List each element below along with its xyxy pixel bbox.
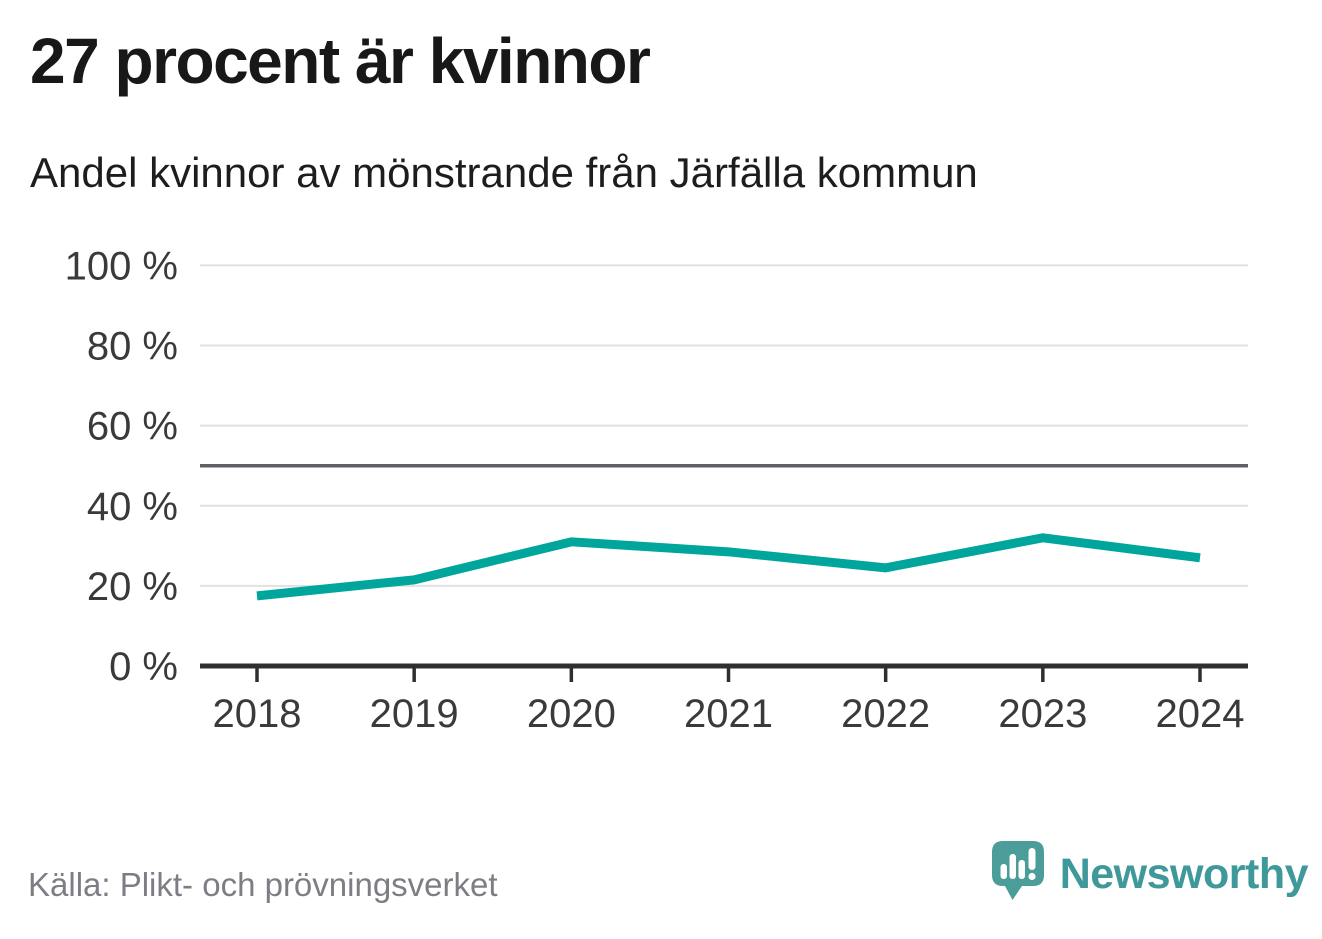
bar-chart-icon-bar3: [1018, 860, 1025, 879]
exclamation-icon-dot: [1028, 872, 1036, 881]
y-tick-label: 40 %: [87, 485, 178, 529]
x-tick-label: 2021: [684, 692, 773, 736]
newsworthy-logo-text: Newsworthy: [1059, 850, 1309, 898]
y-tick-label: 60 %: [87, 405, 178, 449]
x-tick-label: 2023: [998, 692, 1087, 736]
exclamation-icon-stem: [1028, 848, 1036, 870]
y-tick-label: 0 %: [109, 645, 178, 689]
source-note: Källa: Plikt- och prövningsverket: [28, 866, 498, 903]
x-tick-label: 2022: [841, 692, 930, 736]
newsworthy-logo-icon: [991, 841, 1044, 900]
x-tick-label: 2024: [1156, 692, 1245, 736]
speech-bubble-shape: [991, 841, 1044, 900]
x-tick-label: 2019: [370, 692, 459, 736]
newsworthy-logo[interactable]: Newsworthy: [991, 841, 1309, 901]
chart-subtitle: Andel kvinnor av mönstrande från Järfäll…: [30, 149, 978, 196]
data-line: [256, 533, 1201, 601]
y-tick-label: 80 %: [87, 325, 178, 369]
x-tick-label: 2020: [527, 692, 616, 736]
y-tick-label: 100 %: [65, 244, 178, 288]
bar-chart-icon-bar1: [1000, 864, 1007, 879]
chart-title: 27 procent är kvinnor: [30, 25, 651, 97]
y-tick-label: 20 %: [87, 565, 178, 609]
bar-chart-icon-bar2: [1009, 854, 1016, 879]
x-tick-label: 2018: [213, 692, 302, 736]
